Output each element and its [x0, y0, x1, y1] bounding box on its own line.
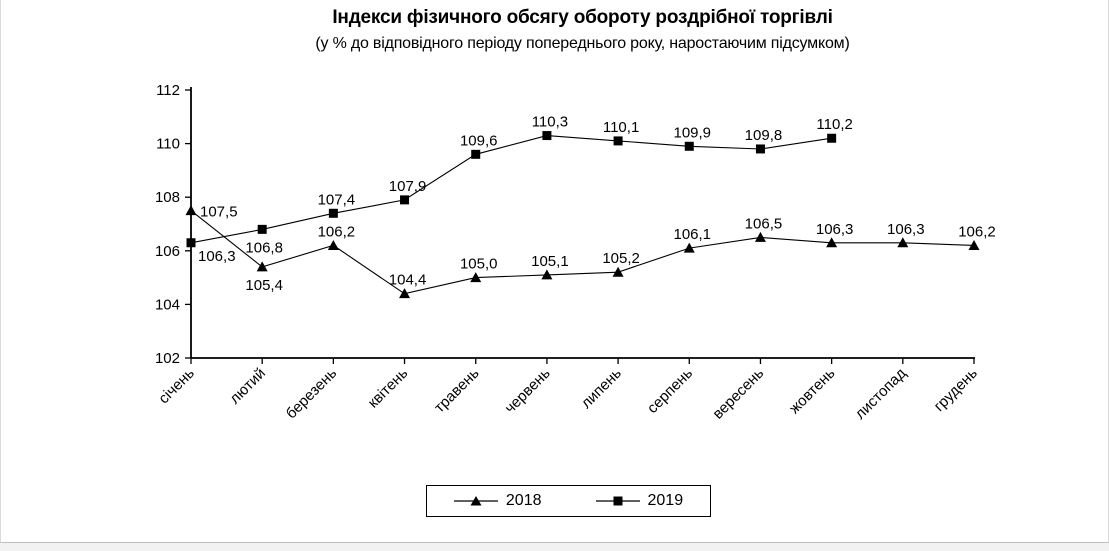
y-tick-label: 110 [156, 136, 180, 153]
data-point-2019 [755, 144, 765, 154]
data-point-2018 [897, 237, 909, 248]
data-point-2018 [826, 237, 838, 248]
series-line-2018 [190, 210, 975, 295]
data-label-2018: 106,2 [318, 223, 356, 240]
chart-subtitle: (у % до відповідного періоду попередньог… [315, 35, 850, 52]
month-label: жовтень [786, 365, 839, 418]
series-line-2019 [190, 135, 832, 244]
data-point-2018 [327, 239, 339, 250]
month-label: лютий [226, 365, 269, 408]
legend-label-2019: 2019 [647, 492, 684, 509]
data-label-2018: 105,4 [245, 277, 283, 294]
data-point-2019 [613, 136, 623, 146]
month-label: травень [431, 365, 483, 417]
data-label-2019: 109,9 [673, 124, 711, 141]
legend-label-2018: 2018 [505, 492, 542, 509]
data-label-2019: 107,4 [318, 191, 356, 208]
data-point-2018 [185, 205, 197, 216]
data-label-2018: 106,3 [816, 221, 854, 238]
data-point-2018 [754, 231, 766, 242]
month-label: січень [155, 365, 198, 408]
month-label: серпень [644, 365, 696, 417]
data-label-2019: 106,3 [198, 248, 236, 265]
y-tick-label: 106 [155, 243, 180, 260]
data-label-2019: 109,8 [745, 127, 783, 144]
month-label: червень [502, 365, 554, 417]
data-point-2018 [256, 261, 268, 272]
y-tick-label: 108 [155, 189, 180, 206]
data-label-2018: 105,1 [531, 253, 569, 270]
y-tick-label: 112 [156, 82, 180, 99]
data-point-2019 [471, 149, 481, 159]
y-tick-label: 104 [155, 296, 180, 313]
data-point-2018 [683, 242, 695, 253]
data-point-2019 [827, 133, 837, 143]
legend-item-2019: 2019 [595, 492, 684, 510]
data-point-2019 [186, 238, 196, 248]
data-label-2018: 105,0 [460, 256, 498, 273]
data-point-2018 [541, 269, 553, 280]
data-label-2018: 104,4 [389, 272, 427, 289]
data-label-2018: 106,1 [673, 226, 711, 243]
data-label-2019: 110,1 [603, 119, 639, 136]
data-point-2019 [328, 208, 338, 218]
data-label-2019: 110,3 [532, 114, 568, 131]
data-point-2019 [257, 224, 267, 234]
legend-item-2018: 2018 [453, 492, 542, 510]
data-point-2018 [612, 266, 624, 277]
data-label-2019: 110,2 [816, 116, 852, 133]
data-point-2019 [400, 195, 410, 205]
month-label: березень [283, 365, 341, 423]
square-marker-icon [595, 496, 640, 506]
month-label: липень [578, 365, 625, 412]
chart-title: Індекси фізичного обсягу обороту роздріб… [332, 7, 833, 28]
chart-plot: 102 104 106 108 110 112 січень лютий березень кві… [155, 82, 996, 423]
data-label-2019: 107,9 [389, 178, 427, 195]
data-point-2018 [399, 288, 411, 299]
triangle-marker-icon [453, 496, 498, 506]
data-label-2018: 106,5 [745, 215, 783, 232]
month-label: грудень [931, 365, 981, 415]
y-tick-label: 102 [155, 350, 180, 367]
data-point-2018 [968, 239, 980, 250]
data-label-2018: 106,2 [958, 223, 996, 240]
data-label-2018: 107,5 [200, 204, 238, 221]
data-point-2019 [542, 131, 552, 141]
month-label: листопад [852, 365, 910, 423]
data-point-2018 [470, 272, 482, 283]
month-label: вересень [709, 365, 767, 423]
legend: 2018 2019 [426, 485, 711, 517]
data-point-2019 [684, 141, 694, 151]
data-label-2018: 105,2 [602, 250, 640, 267]
data-label-2019: 106,8 [245, 239, 283, 256]
data-label-2019: 109,6 [460, 132, 498, 149]
month-label: квітень [365, 365, 412, 412]
data-label-2018: 106,3 [887, 221, 925, 238]
